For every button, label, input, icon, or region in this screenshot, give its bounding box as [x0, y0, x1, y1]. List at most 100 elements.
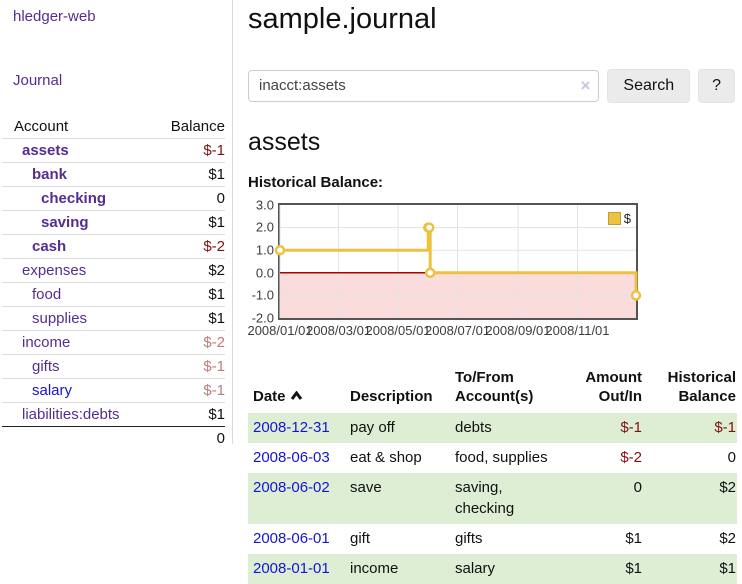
account-row: salary $-1 [2, 378, 225, 403]
account-balance: $-2 [203, 334, 225, 351]
search-input[interactable] [248, 69, 600, 102]
transaction-row: 2008-01-01 income salary $1 $1 [248, 554, 737, 584]
account-heading: assets [248, 127, 321, 156]
y-axis-tick-label: 0.0 [255, 265, 274, 281]
transaction-accounts: gifts [455, 529, 483, 547]
col-header-description[interactable]: Description [350, 388, 433, 406]
transaction-description: pay off [350, 418, 395, 436]
account-link-saving[interactable]: saving [41, 214, 89, 231]
y-axis-tick-label: -1.0 [251, 287, 274, 303]
account-link-cash[interactable]: cash [32, 238, 67, 255]
account-row: expenses $2 [2, 258, 225, 283]
transaction-row: 2008-06-03 eat & shop food, supplies $-2… [248, 443, 737, 473]
transaction-amount: $1 [625, 560, 642, 578]
col-header-date[interactable]: Date [248, 364, 345, 413]
account-link-food[interactable]: food [32, 286, 62, 303]
account-balance: $-1 [203, 142, 225, 159]
transaction-accounts: debts [455, 418, 492, 436]
transaction-description: eat & shop [350, 449, 422, 467]
x-axis-tick-label: 2008/11/01 [545, 322, 610, 338]
col-header-amount[interactable]: Amount Out/In [585, 368, 642, 406]
transaction-date-link[interactable]: 2008-01-01 [253, 560, 330, 578]
account-row: assets $-1 [2, 138, 225, 163]
clear-search-icon[interactable]: × [580, 75, 591, 95]
account-row: income $-2 [2, 330, 225, 355]
account-row: liabilities:debts $1 [2, 402, 225, 427]
transaction-date-link[interactable]: 2008-06-03 [253, 449, 330, 467]
transaction-balance: $-1 [714, 418, 736, 436]
accounts-total-row: 0 [2, 426, 225, 451]
transaction-row: 2008-06-01 gift gifts $1 $2 [248, 524, 737, 554]
account-balance: $1 [208, 166, 225, 183]
account-row: bank $1 [2, 162, 225, 187]
chart-point [423, 222, 435, 233]
sort-ascending-icon [290, 391, 302, 401]
nav-journal-link[interactable]: Journal [13, 72, 63, 89]
chart-point [630, 289, 642, 301]
account-balance: $-1 [203, 382, 225, 399]
legend-swatch [607, 211, 621, 225]
transaction-date-link[interactable]: 2008-06-01 [253, 529, 330, 547]
nav-journal: Journal [0, 72, 232, 89]
transaction-balance: $1 [719, 560, 736, 578]
x-axis-labels: 2008/01/01 2008/03/01 2008/05/01 2008/07/01… [247, 322, 638, 340]
account-row: saving $1 [2, 210, 225, 235]
account-balance: $2 [208, 262, 225, 279]
col-header-historical[interactable]: Historical Balance [667, 368, 736, 406]
chart-title: Historical Balance: [248, 173, 384, 191]
transaction-accounts: saving, checking [455, 479, 515, 517]
account-balance: $-2 [203, 238, 225, 255]
historical-balance-chart: 3.0 2.0 1.0 0.0 -1.0 -2.0 $ 2008/01/01 2008/03… [247, 197, 642, 340]
account-link-liabilities-debts[interactable]: liabilities:debts [22, 406, 120, 423]
account-link-expenses[interactable]: expenses [22, 262, 87, 279]
account-row: checking 0 [2, 186, 225, 211]
account-link-checking[interactable]: checking [41, 190, 107, 207]
legend-label: $ [623, 210, 631, 226]
transaction-row: 2008-06-02 save saving, checking 0 $2 [248, 473, 737, 524]
account-link-assets[interactable]: assets [22, 142, 69, 159]
accounts-col-balance: Balance [170, 118, 225, 135]
transaction-amount: $-2 [620, 449, 642, 467]
y-axis-tick-label: 2.0 [255, 219, 274, 235]
account-balance: $1 [208, 286, 225, 303]
account-link-supplies[interactable]: supplies [32, 310, 88, 327]
account-row: supplies $1 [2, 306, 225, 331]
col-header-tofrom[interactable]: To/From Account(s) [455, 368, 534, 406]
account-link-salary[interactable]: salary [32, 382, 73, 399]
transaction-date-link[interactable]: 2008-12-31 [253, 418, 330, 436]
chart-point [424, 267, 436, 278]
account-row: gifts $-1 [2, 354, 225, 379]
transaction-amount: $1 [625, 529, 642, 547]
transaction-row: 2008-12-31 pay off debts $-1 $-1 [248, 412, 737, 444]
chart-canvas [274, 204, 642, 318]
account-balance: $-1 [203, 358, 225, 375]
accounts-table: Account Balance assets $-1 bank $1 checkin… [2, 115, 225, 450]
chart-plot-area: $ [274, 202, 642, 320]
help-button[interactable]: ? [698, 68, 735, 103]
transaction-balance: $2 [719, 479, 736, 497]
sidebar: hledger-web Journal Account Balance asse… [0, 0, 233, 447]
search-form: × Search ? [248, 68, 735, 103]
x-axis-tick-label: 2008/05/01 [365, 322, 431, 338]
transaction-accounts: salary [455, 560, 496, 578]
transaction-date-link[interactable]: 2008-06-02 [253, 479, 330, 497]
account-balance: $1 [208, 214, 225, 231]
transaction-amount: 0 [633, 479, 642, 497]
y-axis-tick-label: 3.0 [255, 197, 274, 213]
account-link-gifts[interactable]: gifts [32, 358, 60, 375]
x-axis-tick-label: 2008/03/01 [305, 322, 372, 338]
transaction-amount: $-1 [620, 418, 642, 436]
account-link-bank[interactable]: bank [32, 166, 68, 183]
account-link-income[interactable]: income [22, 334, 71, 351]
account-row: cash $-2 [2, 234, 225, 259]
search-button[interactable]: Search [607, 68, 691, 103]
main-content: sample.journal × Search ? assets Histori… [247, 0, 737, 584]
transaction-balance: 0 [727, 449, 736, 467]
transaction-description: income [350, 560, 399, 578]
app-title-link[interactable]: hledger-web [13, 8, 96, 25]
x-axis-tick-label: 2008/09/01 [485, 322, 551, 338]
account-balance: $1 [208, 310, 225, 327]
account-row: food $1 [2, 282, 225, 307]
accounts-total-balance: 0 [216, 430, 225, 447]
account-balance: $1 [208, 406, 225, 423]
